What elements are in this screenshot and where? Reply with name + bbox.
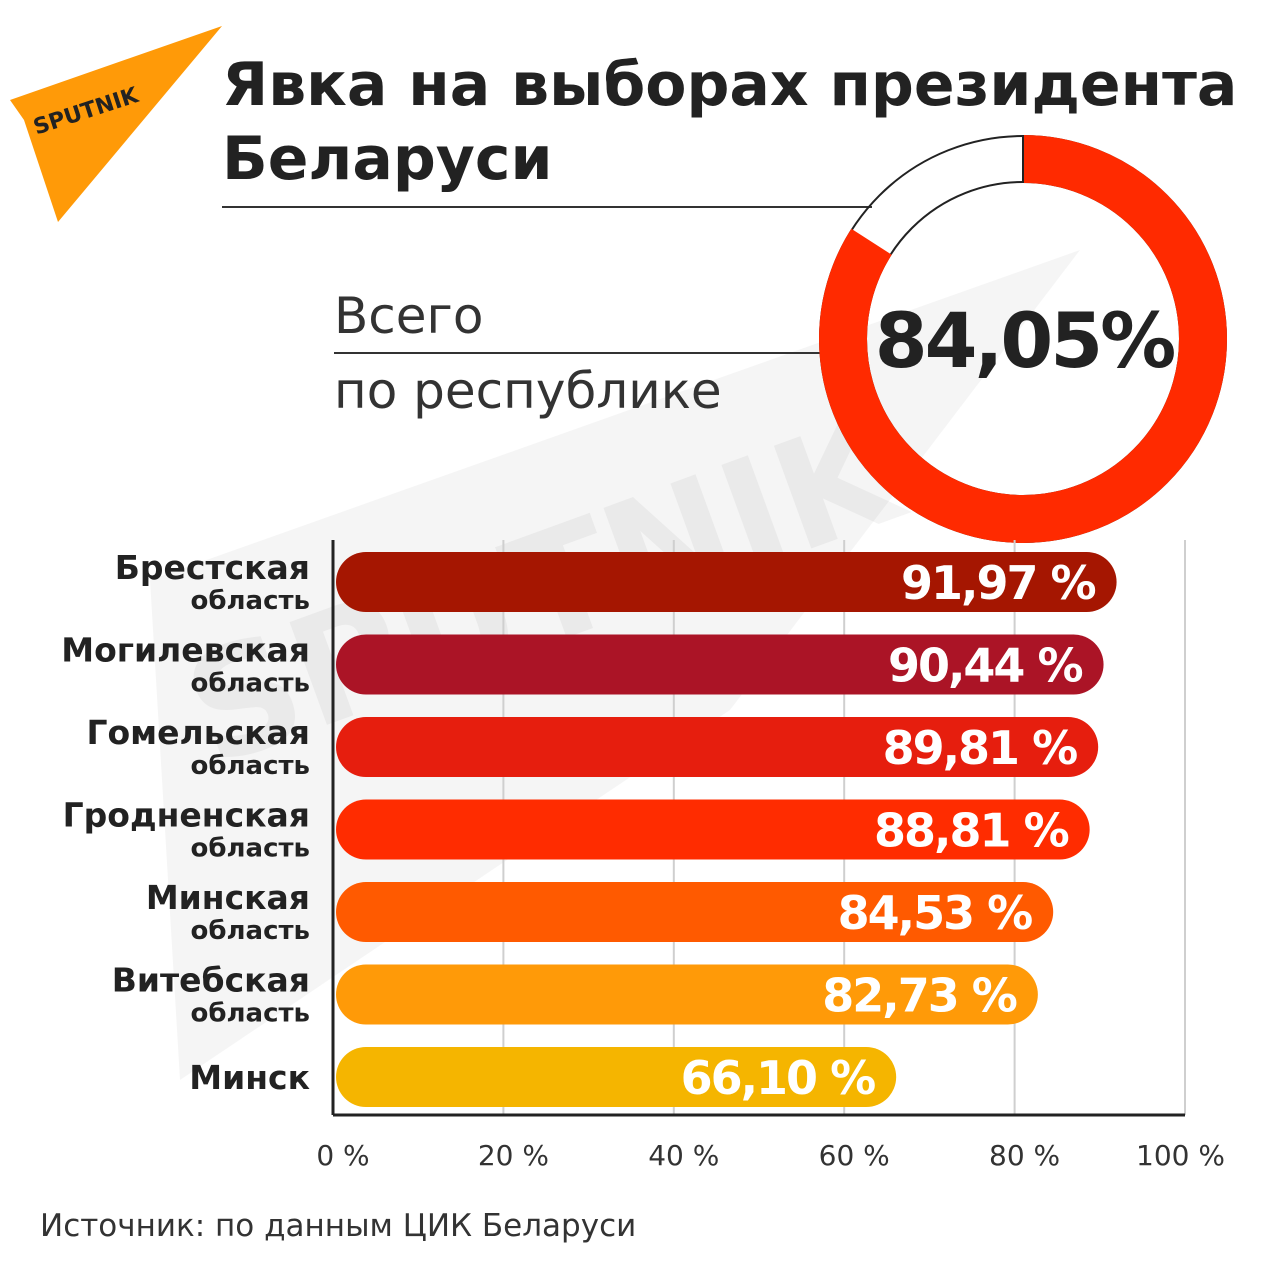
bar-value-label: 84,53 % [838, 886, 1033, 940]
total-value: 84,05% [874, 296, 1177, 385]
category-label: Брестская [115, 548, 310, 587]
page-title: Явка на выборах президента Беларуси [222, 48, 1252, 196]
bar-value-label: 91,97 % [901, 556, 1096, 610]
bar [336, 882, 1054, 942]
category-label: Минск [189, 1058, 310, 1097]
x-tick-label: 60 % [819, 1139, 890, 1172]
total-label-line-2: по республике [334, 362, 722, 420]
category-sublabel: область [190, 586, 310, 616]
category-sublabel: область [190, 751, 310, 781]
bar-value-label: 90,44 % [888, 639, 1083, 693]
category-sublabel: область [190, 669, 310, 699]
x-tick-label: 0 % [316, 1139, 369, 1172]
category-sublabel: область [190, 999, 310, 1029]
title-line-1: Явка на выборах президента [222, 50, 1238, 120]
category-label: Могилевская [61, 631, 310, 670]
category-sublabel: область [190, 916, 310, 946]
category-sublabel: область [190, 834, 310, 864]
bar-value-label: 66,10 % [681, 1051, 876, 1105]
category-label: Минская [146, 878, 310, 917]
bar-value-label: 82,73 % [822, 969, 1017, 1023]
bar-value-label: 88,81 % [874, 804, 1069, 858]
logo-shape [10, 26, 222, 222]
source-note: Источник: по данным ЦИК Беларуси [40, 1208, 637, 1244]
bar [336, 1047, 897, 1107]
category-label: Витебская [112, 961, 310, 1000]
title-divider [222, 206, 872, 208]
bar [336, 717, 1099, 777]
bar-value-label: 89,81 % [883, 721, 1078, 775]
title-line-2: Беларуси [222, 124, 553, 194]
x-tick-label: 20 % [478, 1139, 549, 1172]
bar [336, 964, 1038, 1025]
category-label: Гродненская [63, 796, 310, 835]
bar [336, 799, 1090, 860]
bar [336, 634, 1104, 695]
bar [336, 552, 1117, 612]
total-donut [819, 135, 1227, 543]
x-tick-label: 100 % [1136, 1139, 1225, 1172]
category-label: Гомельская [86, 713, 310, 752]
sputnik-logo: SPUTNIK [10, 26, 222, 222]
total-label-line-1: Всего [334, 287, 484, 345]
x-tick-label: 40 % [648, 1139, 719, 1172]
total-leader-line [334, 352, 837, 354]
x-tick-label: 80 % [989, 1139, 1060, 1172]
